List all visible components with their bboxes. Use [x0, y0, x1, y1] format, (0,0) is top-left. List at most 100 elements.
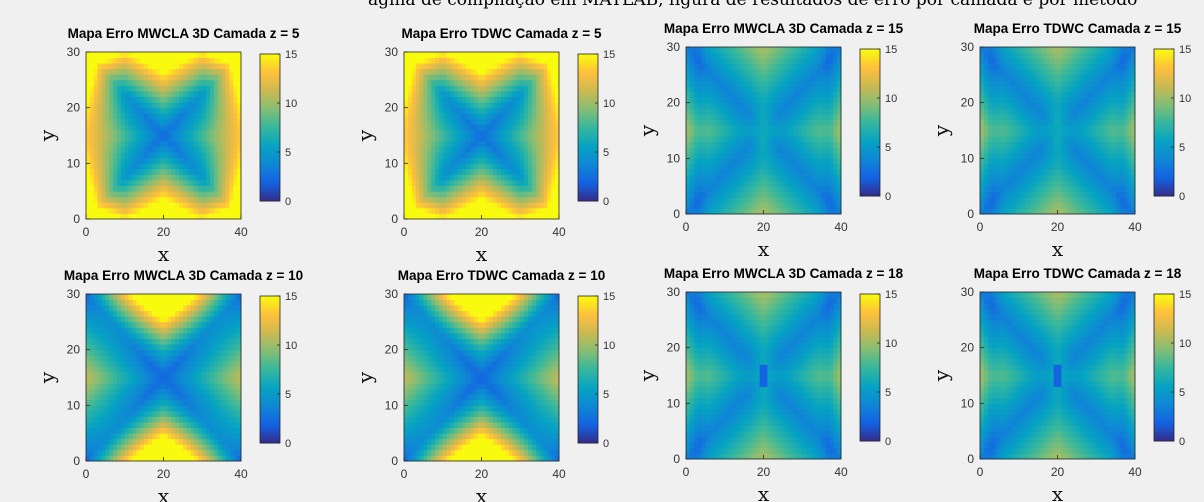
- heatmap-cell: [531, 118, 537, 125]
- heatmap-cell: [442, 157, 448, 164]
- heatmap-cell: [701, 80, 706, 87]
- heatmap-cell: [759, 163, 764, 170]
- heatmap-cell: [435, 96, 440, 103]
- heatmap-cell: [779, 80, 784, 87]
- heatmap-cell: [1065, 197, 1070, 204]
- heatmap-cell: [779, 130, 784, 137]
- heatmap-cell: [500, 185, 506, 192]
- heatmap-cell: [89, 96, 95, 103]
- heatmap-cell: [89, 180, 95, 186]
- heatmap-cell: [1065, 208, 1070, 215]
- heatmap-cell: [117, 191, 122, 198]
- heatmap-cell: [713, 202, 718, 209]
- heatmap-cell: [469, 157, 475, 164]
- heatmap-cell: [179, 141, 184, 148]
- heatmap-cell: [1007, 163, 1012, 170]
- heatmap-cell: [411, 180, 417, 186]
- heatmap-cell: [186, 191, 192, 198]
- heatmap-cell: [1084, 197, 1089, 204]
- heatmap-cell: [751, 119, 757, 126]
- heatmap-cell: [782, 52, 788, 59]
- heatmap-cell: [1011, 186, 1016, 193]
- heatmap-cell: [210, 90, 215, 97]
- heatmap-cell: [786, 63, 792, 70]
- heatmap-cell: [404, 180, 409, 186]
- heatmap-cell: [528, 157, 533, 164]
- heatmap-cell: [225, 85, 230, 92]
- heatmap-cell: [450, 96, 455, 103]
- heatmap-cell: [124, 168, 130, 175]
- heatmap-cell: [755, 80, 761, 87]
- heatmap-cell: [1123, 63, 1128, 70]
- heatmap-cell: [991, 175, 996, 181]
- heatmap-cell: [551, 168, 556, 175]
- heatmap-cell: [813, 91, 819, 98]
- colorbar-swatch: [260, 87, 280, 92]
- heatmap-cell: [120, 185, 126, 192]
- heatmap-cell: [983, 74, 989, 81]
- heatmap-cell: [1026, 175, 1031, 181]
- heatmap-cell: [786, 102, 792, 109]
- heatmap-cell: [155, 191, 161, 198]
- heatmap-cell: [999, 136, 1004, 143]
- heatmap-cell: [512, 196, 517, 203]
- heatmap-cell: [404, 213, 409, 220]
- heatmap-cell: [1088, 80, 1093, 87]
- heatmap-cell: [489, 174, 494, 181]
- heatmap-cell: [539, 191, 544, 198]
- heatmap-cell: [705, 91, 710, 98]
- heatmap-cell: [744, 124, 749, 131]
- heatmap-cell: [755, 191, 761, 198]
- heatmap-cell: [539, 168, 544, 175]
- heatmap-cell: [829, 197, 834, 204]
- heatmap-cell: [1127, 102, 1132, 109]
- heatmap-cell: [693, 158, 699, 165]
- heatmap-cell: [1107, 136, 1113, 143]
- heatmap-cell: [728, 147, 733, 154]
- heatmap-cell: [1022, 158, 1027, 165]
- heatmap-cell: [512, 191, 517, 198]
- heatmap-cell: [458, 174, 463, 181]
- heatmap-cell: [438, 57, 444, 64]
- heatmap-cell: [1003, 180, 1008, 187]
- heatmap-cell: [817, 158, 823, 165]
- heatmap-cell: [980, 191, 985, 198]
- heatmap-cell: [1123, 58, 1128, 65]
- heatmap-cell: [535, 113, 541, 120]
- heatmap-cell: [442, 196, 448, 203]
- heatmap-cell: [991, 47, 996, 53]
- heatmap-cell: [786, 47, 792, 53]
- heatmap-cell: [198, 96, 203, 103]
- heatmap-cell: [469, 52, 475, 58]
- heatmap-cell: [132, 152, 137, 159]
- heatmap-cell: [427, 135, 432, 142]
- heatmap-cell: [179, 118, 184, 125]
- heatmap-cell: [829, 136, 834, 143]
- heatmap-cell: [105, 135, 110, 142]
- heatmap-cell: [555, 146, 560, 153]
- heatmap-cell: [124, 63, 130, 70]
- heatmap-cell: [547, 107, 552, 114]
- heatmap-cell: [229, 90, 234, 97]
- heatmap-cell: [524, 202, 529, 209]
- heatmap-cell: [1069, 147, 1074, 154]
- heatmap-cell: [140, 74, 145, 81]
- heatmap-cell: [520, 141, 525, 148]
- colorbar-swatch: [860, 64, 880, 68]
- heatmap-cell: [837, 119, 842, 126]
- heatmap-cell: [1038, 163, 1043, 170]
- heatmap-cell: [1053, 180, 1058, 187]
- heatmap-cell: [198, 135, 203, 142]
- heatmap-cell: [999, 52, 1004, 59]
- heatmap-cell: [217, 135, 223, 142]
- heatmap-cell: [493, 57, 498, 64]
- heatmap-cell: [1104, 80, 1109, 87]
- heatmap-cell: [469, 113, 475, 120]
- heatmap-cell: [1065, 113, 1070, 120]
- heatmap-cell: [1080, 158, 1086, 165]
- heatmap-cell: [155, 202, 161, 209]
- heatmap-cell: [229, 57, 234, 64]
- heatmap-cell: [132, 202, 137, 209]
- heatmap-cell: [1042, 119, 1047, 126]
- heatmap-cell: [995, 85, 1000, 92]
